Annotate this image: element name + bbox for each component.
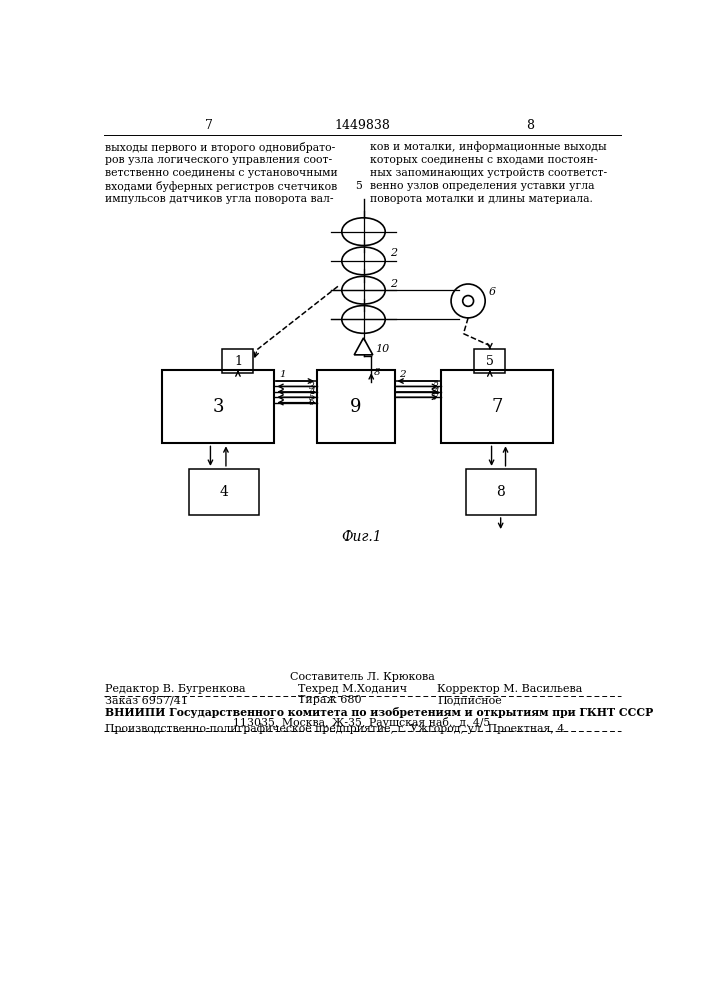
Text: ВНИИПИ Государственного комитета по изобретениям и открытиям при ГКНТ СССР: ВНИИПИ Государственного комитета по изоб… (105, 707, 654, 718)
Text: 7: 7 (204, 119, 212, 132)
Text: 7: 7 (433, 393, 438, 402)
Text: 4: 4 (220, 485, 228, 499)
Text: 3: 3 (212, 398, 224, 416)
Text: 2: 2 (399, 370, 406, 379)
Text: 5: 5 (309, 393, 315, 402)
Text: выходы первого и второго одновибрато-: выходы первого и второго одновибрато- (105, 142, 336, 153)
Text: Тираж 680: Тираж 680 (298, 695, 361, 705)
Text: Редактор В. Бугренкова: Редактор В. Бугренкова (105, 684, 246, 694)
Text: 5: 5 (486, 355, 493, 368)
Text: 7: 7 (491, 398, 503, 416)
Text: ветственно соединены с установочными: ветственно соединены с установочными (105, 168, 338, 178)
Text: 2: 2 (390, 248, 397, 258)
Text: 8: 8 (373, 368, 380, 377)
Text: венно узлов определения уставки угла: венно узлов определения уставки угла (370, 181, 594, 191)
Bar (466, 469, 535, 515)
Text: Техред М.Ходанич: Техред М.Ходанич (298, 684, 407, 694)
Text: 1449838: 1449838 (334, 119, 390, 132)
Text: 1: 1 (234, 355, 242, 368)
Text: 5: 5 (356, 181, 362, 191)
Bar (223, 349, 253, 373)
Text: поворота моталки и длины материала.: поворота моталки и длины материала. (370, 194, 592, 204)
Text: Подписное: Подписное (437, 695, 502, 705)
Text: 9: 9 (350, 398, 361, 416)
Text: 2: 2 (390, 279, 397, 289)
Text: Фиг.1: Фиг.1 (341, 530, 382, 544)
Text: Составитель Л. Крюкова: Составитель Л. Крюкова (289, 672, 434, 682)
Text: 4: 4 (433, 387, 438, 396)
Bar (441, 370, 554, 443)
Bar (189, 469, 259, 515)
Bar (474, 349, 506, 373)
Text: 8: 8 (526, 119, 534, 132)
Text: ков и моталки, информационные выходы: ков и моталки, информационные выходы (370, 142, 607, 152)
Text: 3: 3 (309, 382, 315, 391)
Text: 8: 8 (496, 485, 505, 499)
Text: 113035, Москва, Ж-35, Раушская наб., д. 4/5: 113035, Москва, Ж-35, Раушская наб., д. … (233, 717, 491, 728)
Bar (317, 370, 395, 443)
Text: 6: 6 (309, 398, 315, 407)
Text: импульсов датчиков угла поворота вал-: импульсов датчиков угла поворота вал- (105, 194, 334, 204)
Text: Производственно-полиграфическое предприятие, г. Ужгород, ул. Проектная, 4: Производственно-полиграфическое предприя… (105, 724, 565, 734)
Text: 4: 4 (309, 387, 315, 396)
Text: 3: 3 (433, 382, 438, 391)
Text: входами буферных регистров счетчиков: входами буферных регистров счетчиков (105, 181, 338, 192)
Text: 6: 6 (489, 287, 496, 297)
Text: ных запоминающих устройств соответст-: ных запоминающих устройств соответст- (370, 168, 607, 178)
Text: Корректор М. Васильева: Корректор М. Васильева (437, 684, 583, 694)
Text: 1: 1 (279, 370, 286, 379)
Text: ров узла логического управления соот-: ров узла логического управления соот- (105, 155, 332, 165)
Bar (162, 370, 274, 443)
Text: которых соединены с входами постоян-: которых соединены с входами постоян- (370, 155, 597, 165)
Text: Заказ 6957/41: Заказ 6957/41 (105, 695, 189, 705)
Text: 10: 10 (375, 344, 390, 354)
